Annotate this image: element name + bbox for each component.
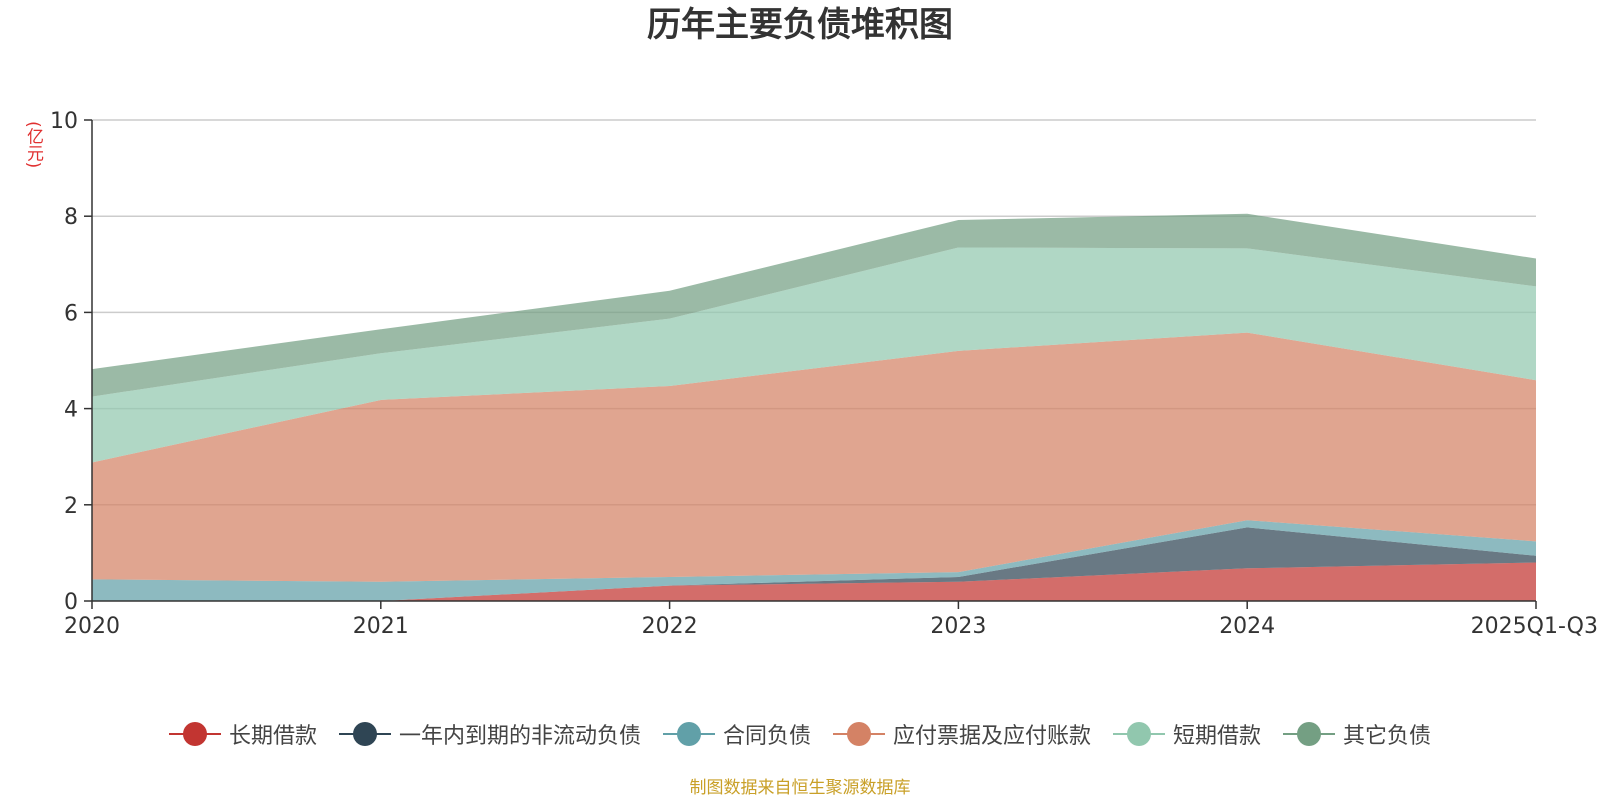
legend-label: 合同负债 bbox=[722, 724, 811, 749]
x-tick-label: 2024 bbox=[1219, 614, 1275, 639]
legend-item[interactable]: 一年内到期的非流动负债 bbox=[338, 718, 641, 750]
y-tick-label: 8 bbox=[64, 205, 78, 230]
x-tick-label: 2025Q1-Q3 bbox=[1471, 614, 1598, 639]
legend-marker-icon bbox=[168, 722, 221, 746]
stacked-areas bbox=[92, 213, 1536, 601]
legend-marker-icon bbox=[662, 722, 715, 746]
legend-label: 短期借款 bbox=[1173, 724, 1262, 749]
legend-item[interactable]: 合同负债 bbox=[662, 718, 811, 750]
area-series bbox=[92, 527, 1536, 601]
legend-marker-icon bbox=[1283, 722, 1336, 746]
y-tick-label: 2 bbox=[64, 494, 78, 519]
legend: 长期借款 一年内到期的非流动负债 合同负债 应付票据及应付账款 短期借款 其它负债 bbox=[0, 716, 1600, 752]
legend-marker-icon bbox=[338, 722, 391, 746]
chart-plot: 0 2 4 6 8 10 2020 2021 2022 2023 2024 2025Q1-Q3 bbox=[50, 109, 1598, 639]
y-tick-label: 0 bbox=[64, 590, 78, 615]
y-tick-label: 4 bbox=[64, 398, 78, 423]
x-tick-label: 2021 bbox=[353, 614, 409, 639]
legend-item[interactable]: 长期借款 bbox=[168, 718, 317, 750]
legend-label: 长期借款 bbox=[228, 724, 317, 749]
source-note: 制图数据来自恒生聚源数据库 bbox=[689, 778, 911, 798]
legend-item[interactable]: 应付票据及应付账款 bbox=[833, 718, 1091, 750]
area-series bbox=[92, 520, 1536, 601]
y-tick-label: 10 bbox=[50, 109, 78, 134]
area-series bbox=[92, 332, 1536, 582]
x-tick-label: 2022 bbox=[642, 614, 698, 639]
y-axis-label: (亿元) bbox=[23, 121, 43, 169]
x-tick-label: 2020 bbox=[64, 614, 120, 639]
axes: 0 2 4 6 8 10 2020 2021 2022 2023 2024 2025Q1-Q3 bbox=[50, 109, 1598, 639]
y-tick-label: 6 bbox=[64, 301, 78, 326]
legend-marker-icon bbox=[833, 722, 885, 746]
legend-marker-icon bbox=[1113, 722, 1166, 746]
legend-label: 应付票据及应付账款 bbox=[893, 724, 1092, 749]
area-series bbox=[92, 247, 1536, 463]
x-tick-label: 2023 bbox=[930, 614, 986, 639]
legend-item[interactable]: 短期借款 bbox=[1113, 718, 1261, 750]
legend-label: 其它负债 bbox=[1343, 724, 1432, 749]
legend-item[interactable]: 其它负债 bbox=[1283, 718, 1431, 750]
area-series bbox=[92, 562, 1536, 601]
legend-label: 一年内到期的非流动负债 bbox=[398, 724, 641, 749]
chart-title: 历年主要负债堆积图 bbox=[647, 5, 953, 45]
